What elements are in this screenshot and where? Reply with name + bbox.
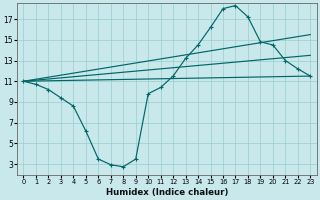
X-axis label: Humidex (Indice chaleur): Humidex (Indice chaleur) bbox=[106, 188, 228, 197]
